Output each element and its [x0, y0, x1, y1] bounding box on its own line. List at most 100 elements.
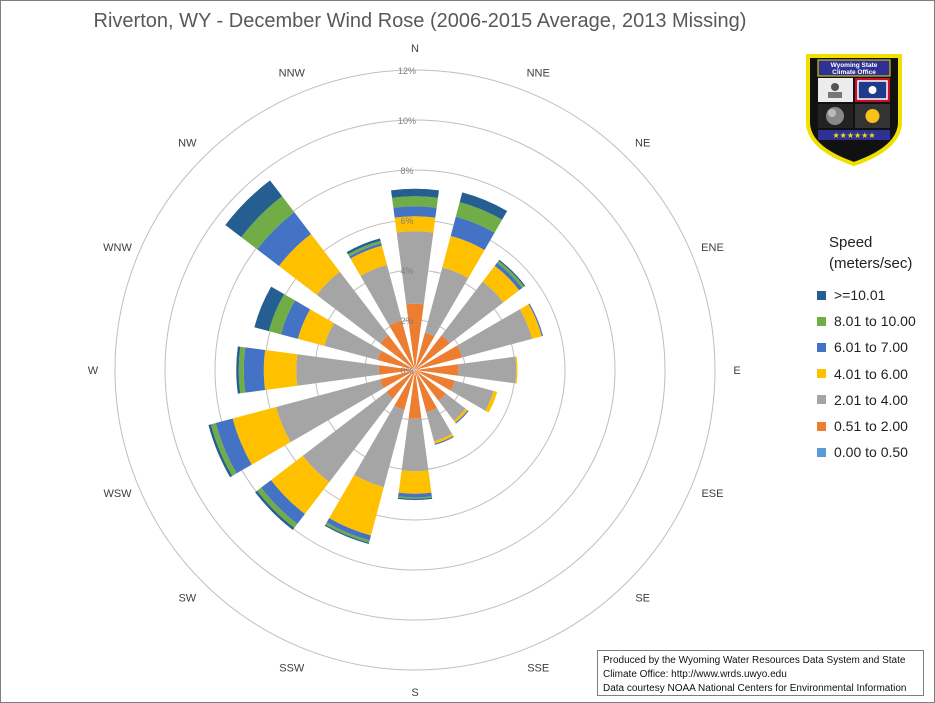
wind-sector-sse	[433, 433, 454, 444]
seal-stars: ★★★★★★	[832, 131, 875, 140]
radial-tick-label: 8%	[400, 166, 413, 176]
direction-label-ne: NE	[635, 137, 650, 149]
wind-sector-w	[243, 347, 266, 393]
wind-sector-wsw	[379, 370, 414, 389]
wind-sector-nw	[414, 369, 415, 370]
wind-sector-e	[515, 356, 518, 384]
wind-sector-ssw	[329, 474, 384, 536]
legend-swatch	[817, 395, 826, 405]
direction-label-sw: SW	[178, 593, 196, 605]
wind-sector-n	[396, 231, 434, 305]
direction-label-ese: ESE	[701, 488, 723, 500]
radial-tick-label: 4%	[400, 266, 413, 276]
wind-sector-w	[236, 346, 241, 394]
wind-sector-se	[455, 410, 469, 424]
wind-sector-nnw	[360, 264, 402, 326]
legend-item: 4.01 to 6.00	[817, 361, 916, 387]
direction-labels: N NNE NE ENE E ESE SE SSE S SSW SW WSW W WNW NW NNW	[88, 43, 741, 699]
bison-icon	[868, 86, 877, 94]
wind-sector-n	[392, 196, 438, 208]
legend-label: >=10.01	[834, 287, 886, 304]
legend-label: 2.01 to 4.00	[834, 391, 908, 408]
legend-label: 6.01 to 7.00	[834, 339, 908, 356]
wind-sector-wsw	[208, 424, 233, 478]
wind-sector-ene	[528, 303, 544, 337]
wind-sector-wnw	[413, 369, 415, 370]
legend-item: >=10.01	[817, 282, 916, 308]
wind-sector-ne	[441, 281, 504, 344]
globe-icon	[826, 107, 844, 125]
chart-title: Riverton, WY - December Wind Rose (2006-…	[93, 10, 747, 32]
wind-sector-nw	[241, 196, 295, 250]
wind-sector-nne	[455, 202, 503, 233]
wind-sector-se	[415, 370, 416, 371]
direction-label-wsw: WSW	[103, 488, 132, 500]
wind-sector-ssw	[414, 370, 415, 372]
wind-sector-w	[238, 346, 246, 394]
legend-label: 8.01 to 10.00	[834, 313, 916, 330]
credit-box: Produced by the Wyoming Water Resources …	[597, 650, 924, 696]
wind-sector-nne	[415, 332, 435, 369]
climate-office-seal: Wyoming State Climate Office ★★★★★★	[806, 54, 902, 167]
wind-sector-nne	[450, 216, 495, 250]
wind-sector-wnw	[268, 294, 295, 335]
wind-sector-sw	[271, 455, 330, 514]
wind-sector-se	[438, 393, 466, 421]
legend-title-line-1: Speed	[829, 234, 873, 251]
radial-tick-label: 12%	[398, 66, 416, 76]
wind-sector-wsw	[215, 418, 252, 474]
direction-label-s: S	[411, 687, 418, 699]
wind-sector-ssw	[394, 371, 415, 410]
legend-item: 0.00 to 0.50	[817, 439, 916, 465]
wind-sector-nne	[442, 235, 485, 279]
wind-sector-nne	[415, 368, 416, 370]
wind-sector-ene	[416, 345, 463, 370]
wind-sector-sw	[302, 392, 393, 483]
wind-sector-sw	[257, 487, 298, 528]
wind-sector-ese	[485, 390, 498, 413]
legend-item: 6.01 to 7.00	[817, 334, 916, 360]
wind-sector-ssw	[324, 524, 370, 544]
wind-sector-wnw	[377, 350, 414, 370]
wind-sector-n	[391, 188, 439, 198]
wind-sector-ssw	[326, 518, 371, 541]
wind-sector-e	[416, 364, 459, 376]
legend-swatch	[817, 369, 826, 379]
legend-title: Speed (meters/sec)	[829, 232, 916, 274]
wind-sector-sse	[434, 435, 454, 445]
radial-tick-label: 0%	[400, 366, 413, 376]
legend-title-line-2: (meters/sec)	[829, 255, 913, 272]
wind-rose-bars	[208, 180, 544, 544]
direction-label-n: N	[411, 43, 419, 55]
grid-ring	[114, 69, 716, 671]
wind-sector-nnw	[350, 245, 388, 276]
wind-sector-s	[401, 418, 429, 472]
wind-sector-ssw	[325, 522, 370, 543]
legend-swatch	[817, 421, 826, 431]
wind-sector-nnw	[414, 368, 415, 370]
direction-label-nw: NW	[178, 137, 197, 149]
wind-sector-ne	[482, 265, 520, 303]
wind-sector-sw	[261, 480, 305, 524]
wind-sector-ne	[415, 369, 416, 370]
wind-sector-ese	[450, 380, 494, 411]
wind-sector-ese	[415, 370, 417, 371]
credit-line-2: Climate Office: http://www.wrds.uwyo.edu	[603, 669, 787, 680]
wind-sector-ene	[457, 309, 533, 358]
radial-tick-label: 10%	[398, 116, 416, 126]
grid-ring	[164, 119, 666, 621]
direction-label-w: W	[88, 365, 99, 377]
wind-sector-sse	[415, 370, 416, 372]
wind-sector-e	[458, 356, 517, 384]
direction-label-se: SE	[635, 593, 650, 605]
wind-sector-sse	[415, 371, 437, 413]
wind-sector-nw	[316, 271, 389, 344]
seal-banner	[817, 59, 891, 77]
wind-sector-nnw	[347, 240, 382, 257]
wind-sector-n	[394, 216, 436, 233]
legend-label: 0.00 to 0.50	[834, 444, 908, 461]
wind-sector-s	[408, 371, 422, 419]
sun-icon	[865, 109, 880, 123]
seal-text-bottom: Climate Office	[832, 69, 876, 76]
